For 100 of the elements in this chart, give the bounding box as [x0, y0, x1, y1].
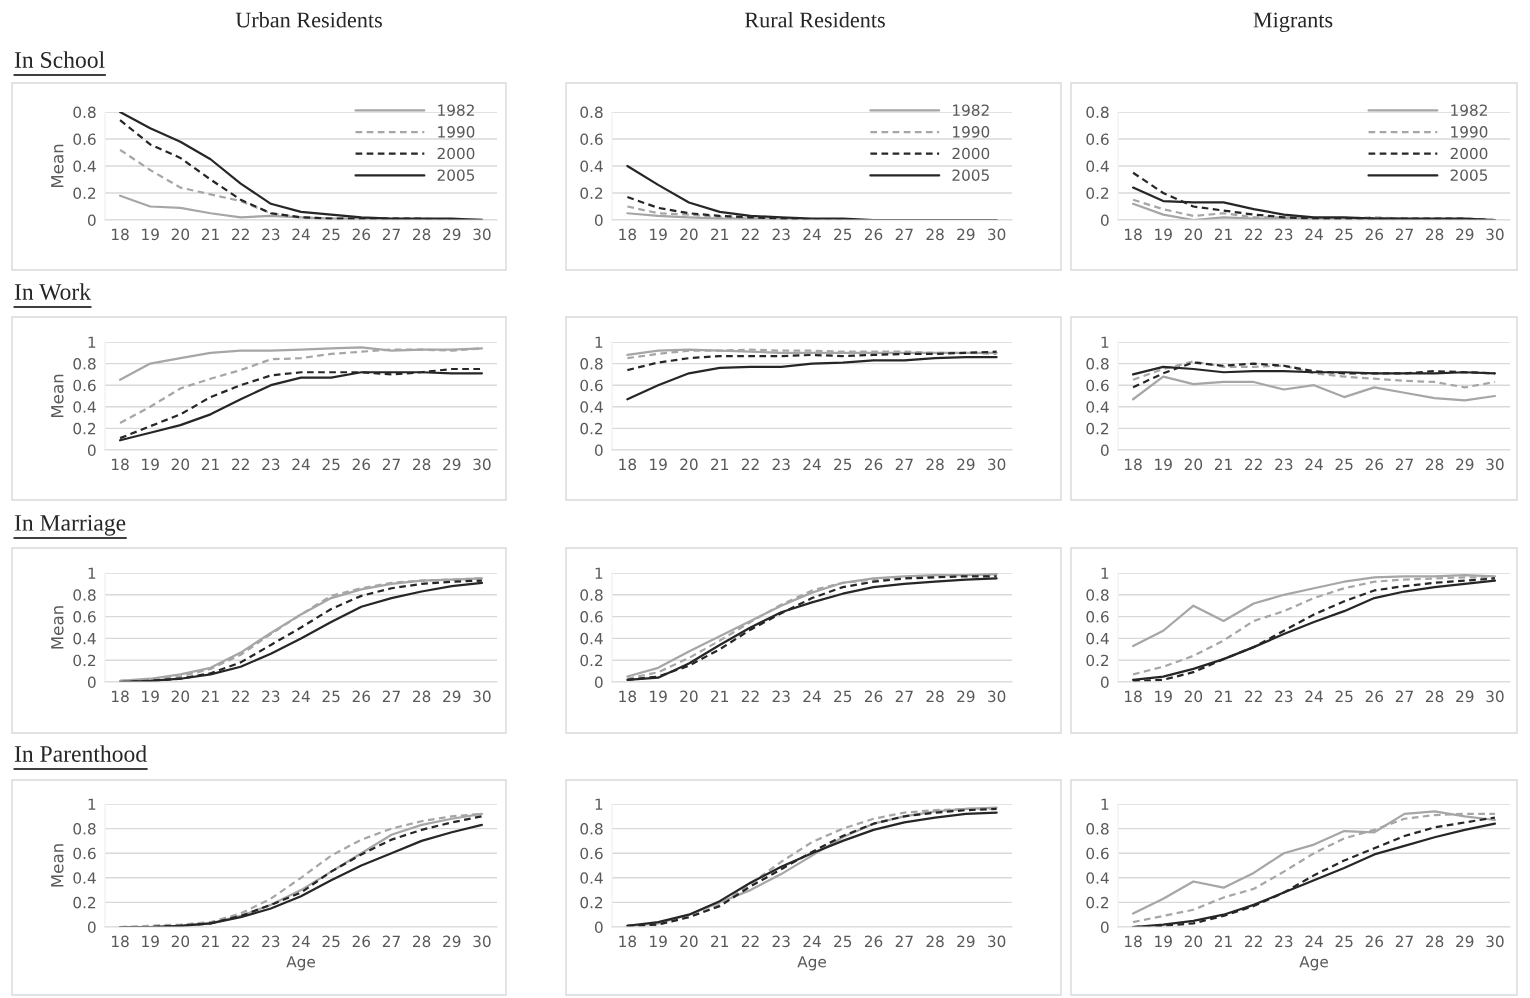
y-tick-label: 0.2: [73, 654, 96, 667]
legend-label: 1990: [438, 126, 475, 138]
x-tick-label: 25: [322, 935, 340, 948]
x-tick-label: 21: [1214, 458, 1232, 470]
y-tick-label: 0.8: [1086, 589, 1109, 601]
x-tick-label: 25: [322, 458, 340, 471]
x-tick-label: 18: [1125, 458, 1142, 471]
legend-label: 2000: [437, 147, 475, 160]
x-tick-label: 22: [741, 228, 759, 240]
legend-label: 2005: [437, 169, 475, 181]
y-tick-label: 0: [594, 444, 603, 457]
x-tick-label: 21: [711, 690, 728, 702]
x-tick-label: 18: [1125, 935, 1142, 948]
x-tick-label: 22: [741, 690, 759, 702]
y-tick-label: 0.6: [1086, 133, 1109, 146]
x-tick-label: 24: [803, 228, 821, 240]
x-tick-label: 24: [803, 935, 821, 947]
y-tick-label: 0.4: [580, 872, 603, 884]
y-tick-label: 0.4: [1086, 632, 1109, 645]
y-tick-label: 0.2: [1086, 422, 1109, 435]
x-tick-label: 24: [1305, 458, 1323, 470]
y-tick-label: 0.2: [73, 422, 96, 435]
x-tick-label: 28: [413, 458, 431, 471]
y-tick-label: 0.6: [580, 379, 603, 392]
x-tick-label: 19: [1155, 458, 1172, 471]
y-tick-label: 0.2: [73, 896, 96, 909]
chart-subtitle: In School: [14, 51, 105, 68]
y-tick-label: 0.4: [1086, 160, 1109, 173]
x-tick-label: 25: [322, 690, 340, 703]
x-tick-label: 29: [1456, 935, 1474, 948]
x-tick-label: 18: [112, 458, 129, 471]
y-axis-title: Mean: [51, 844, 64, 887]
x-tick-label: 28: [926, 458, 944, 471]
y-tick-label: 1: [88, 798, 96, 810]
x-tick-label: 28: [1426, 228, 1444, 241]
x-tick-label: 27: [1395, 935, 1413, 947]
y-tick-label: 0.8: [73, 823, 96, 835]
y-tick-label: 0: [594, 676, 603, 689]
x-tick-label: 25: [834, 228, 852, 241]
x-tick-label: 26: [864, 935, 883, 948]
chart-subtitle: In Marriage: [14, 514, 126, 536]
y-tick-label: 0: [1100, 214, 1109, 227]
x-tick-label: 27: [895, 458, 913, 470]
x-tick-label: 28: [1426, 690, 1444, 703]
x-tick-label: 26: [352, 690, 371, 703]
x-tick-label: 19: [1155, 228, 1172, 241]
x-tick-label: 20: [680, 228, 698, 241]
y-tick-label: 0: [87, 921, 96, 934]
x-tick-label: 25: [1335, 458, 1353, 471]
legend-label: 1990: [953, 126, 990, 138]
x-tick-label: 24: [292, 690, 310, 702]
x-tick-label: 22: [1245, 228, 1262, 240]
x-tick-label: 22: [232, 228, 249, 240]
x-tick-label: 21: [711, 228, 728, 240]
x-tick-label: 18: [619, 935, 637, 948]
legend-label: 2000: [1450, 147, 1488, 160]
y-tick-label: 0.2: [73, 187, 96, 200]
x-tick-label: 26: [352, 228, 371, 241]
x-axis-title: Age: [1299, 956, 1328, 971]
y-tick-label: 0.6: [580, 611, 603, 623]
x-tick-label: 27: [1395, 228, 1413, 240]
x-tick-label: 18: [619, 690, 637, 703]
x-tick-label: 20: [171, 935, 190, 948]
y-tick-label: 0.4: [1086, 401, 1109, 413]
y-tick-label: 0.2: [580, 896, 603, 909]
x-tick-label: 29: [1456, 228, 1474, 241]
x-tick-label: 19: [142, 228, 159, 241]
y-tick-label: 1: [1101, 567, 1109, 579]
x-tick-label: 23: [772, 690, 790, 703]
x-axis-title: Age: [797, 956, 826, 971]
x-tick-label: 24: [803, 458, 821, 470]
x-tick-label: 30: [1486, 935, 1504, 948]
y-tick-label: 1: [595, 336, 603, 348]
x-tick-label: 24: [292, 228, 310, 240]
x-tick-label: 27: [1395, 690, 1413, 702]
x-tick-label: 18: [619, 458, 637, 471]
x-tick-label: 23: [772, 935, 790, 948]
x-tick-label: 24: [1305, 228, 1323, 240]
y-tick-label: 0.8: [1086, 358, 1109, 370]
x-tick-label: 19: [650, 935, 667, 948]
x-tick-label: 28: [926, 228, 944, 241]
x-tick-label: 24: [292, 935, 310, 947]
chart-subtitle: In Parenthood: [14, 745, 147, 762]
y-tick-label: 0.8: [73, 106, 96, 119]
x-tick-label: 22: [741, 935, 759, 947]
x-tick-label: 23: [1275, 690, 1293, 703]
x-tick-label: 29: [443, 458, 461, 471]
x-tick-label: 24: [1305, 690, 1323, 702]
y-tick-label: 0.4: [580, 160, 603, 173]
x-tick-label: 30: [988, 228, 1006, 241]
y-tick-label: 0: [594, 214, 603, 227]
x-tick-label: 24: [292, 458, 310, 470]
x-tick-label: 18: [112, 690, 129, 703]
x-tick-label: 23: [1275, 458, 1293, 471]
y-axis-title: Mean: [51, 606, 64, 649]
y-tick-label: 0.8: [580, 823, 603, 835]
x-tick-label: 22: [232, 458, 249, 470]
x-tick-label: 27: [895, 935, 913, 947]
y-tick-label: 0.2: [1086, 654, 1109, 667]
x-tick-label: 24: [803, 690, 821, 702]
